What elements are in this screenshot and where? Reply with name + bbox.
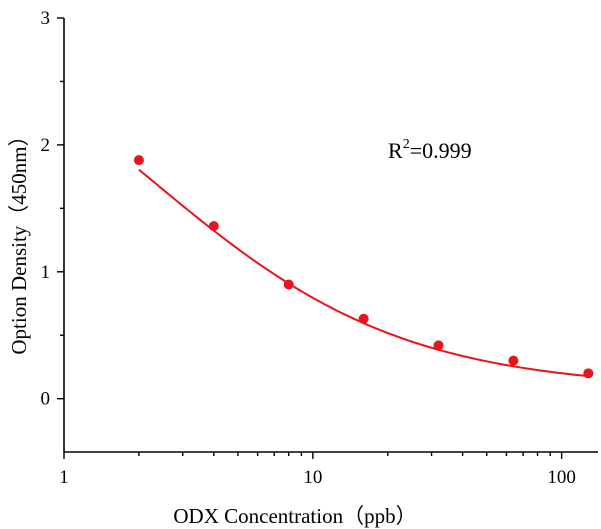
data-point xyxy=(133,155,144,166)
y-tick-label: 2 xyxy=(41,135,51,156)
r-squared-annotation: R2=0.999 xyxy=(388,137,472,163)
x-tick-label: 1 xyxy=(59,467,69,488)
data-points xyxy=(133,155,594,379)
x-tick-label: 100 xyxy=(547,467,576,488)
y-tick-label: 0 xyxy=(41,389,51,410)
y-axis-title: Option Density（450nm） xyxy=(7,125,31,354)
r-squared-value: =0.999 xyxy=(410,138,472,163)
data-point xyxy=(358,313,369,324)
data-point xyxy=(208,221,219,232)
fit-curve-group xyxy=(138,168,589,378)
data-point xyxy=(583,368,594,379)
y-tick-label: 3 xyxy=(41,8,51,29)
axes xyxy=(63,18,598,453)
fit-curve xyxy=(138,168,589,378)
r-squared-base: R xyxy=(388,138,403,163)
y-tick-label: 1 xyxy=(41,262,51,283)
data-point xyxy=(433,340,444,351)
x-axis-title: ODX Concentration（ppb） xyxy=(173,504,416,528)
ticks: 0 1 2 3 1 10 100 xyxy=(41,8,576,488)
r-squared-superscript: 2 xyxy=(403,137,410,152)
data-point xyxy=(283,279,294,290)
x-tick-label: 10 xyxy=(303,467,322,488)
data-point xyxy=(508,355,519,366)
